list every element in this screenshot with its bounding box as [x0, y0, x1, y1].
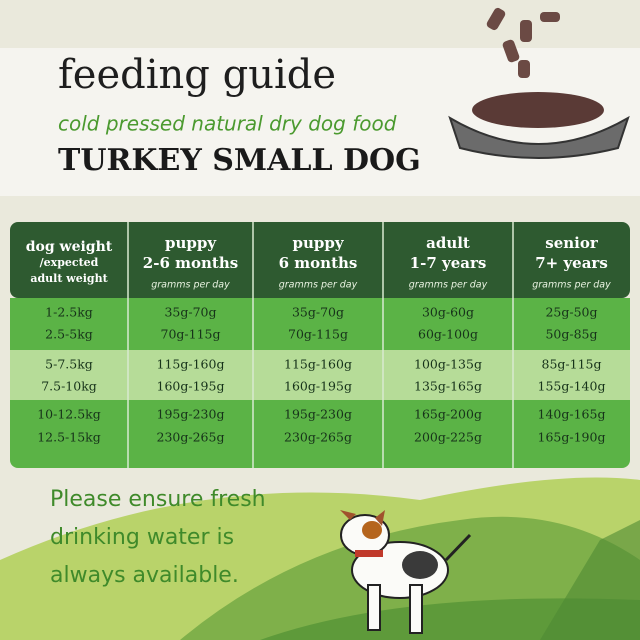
note-line: drinking water is: [50, 525, 234, 550]
hill-right: [540, 520, 640, 640]
column-unit: gramms per day: [279, 280, 358, 291]
amount-cell: 30g-60g: [422, 305, 474, 320]
bowl-illustration: [448, 7, 630, 159]
amount-cell: 35g-70g: [164, 305, 216, 320]
product-name: TURKEY SMALL DOG: [58, 143, 421, 178]
column-header: 2-6 months: [143, 254, 238, 272]
column-header: puppy: [165, 234, 217, 252]
column-header: /expected: [40, 256, 99, 269]
title: feeding guide: [58, 52, 336, 98]
subtitle: cold pressed natural dry dog food: [58, 112, 397, 136]
note-line: Please ensure fresh: [50, 487, 266, 512]
amount-cell: 155g-140g: [538, 379, 606, 394]
amount-cell: 165g-200g: [414, 407, 482, 422]
amount-cell: 160g-195g: [284, 379, 352, 394]
column-header: adult weight: [30, 272, 108, 285]
amount-cell: 195g-230g: [284, 407, 352, 422]
weight-cell: 2.5-5kg: [45, 327, 93, 342]
amount-cell: 100g-135g: [414, 357, 482, 372]
column-header: senior: [545, 234, 599, 252]
amount-cell: 195g-230g: [157, 407, 225, 422]
column-header: dog weight: [26, 239, 113, 255]
weight-cell: 7.5-10kg: [41, 379, 97, 394]
feeding-table: dog weight/expected adult weight puppy 2-6 …: [10, 222, 630, 468]
water-note: Please ensure fresh drinking water is alwa…: [50, 487, 266, 588]
note-line: always available.: [50, 563, 239, 588]
amount-cell: 70g-115g: [288, 327, 348, 342]
row-band: [10, 400, 630, 420]
amount-cell: 160g-195g: [157, 379, 225, 394]
row-band: [10, 350, 630, 400]
amount-cell: 230g-265g: [157, 430, 225, 445]
row-band: [10, 298, 630, 350]
column-unit: gramms per day: [409, 280, 488, 291]
weight-cell: 12.5-15kg: [37, 430, 101, 445]
column-unit: gramms per day: [532, 280, 611, 291]
column-header: 1-7 years: [410, 254, 487, 272]
amount-cell: 165g-190g: [538, 430, 606, 445]
dog-illustration: [340, 510, 472, 634]
weight-cell: 5-7.5kg: [45, 357, 93, 372]
column-header: adult: [426, 234, 470, 252]
weight-cell: 10-12.5kg: [37, 407, 101, 422]
amount-cell: 85g-115g: [542, 357, 602, 372]
amount-cell: 140g-165g: [538, 407, 606, 422]
amount-cell: 230g-265g: [284, 430, 352, 445]
amount-cell: 60g-100g: [418, 327, 478, 342]
amount-cell: 25g-50g: [545, 305, 597, 320]
amount-cell: 115g-160g: [157, 357, 225, 372]
amount-cell: 50g-85g: [545, 327, 597, 342]
amount-cell: 115g-160g: [284, 357, 352, 372]
amount-cell: 135g-165g: [414, 379, 482, 394]
hill-front: [260, 598, 640, 640]
header-row: [10, 222, 630, 298]
amount-cell: 200g-225g: [414, 430, 482, 445]
amount-cell: 35g-70g: [292, 305, 344, 320]
column-header: 6 months: [279, 254, 358, 272]
column-header: puppy: [292, 234, 344, 252]
column-header: 7+ years: [535, 254, 608, 272]
weight-cell: 1-2.5kg: [45, 305, 93, 320]
column-unit: gramms per day: [151, 280, 230, 291]
amount-cell: 70g-115g: [161, 327, 221, 342]
